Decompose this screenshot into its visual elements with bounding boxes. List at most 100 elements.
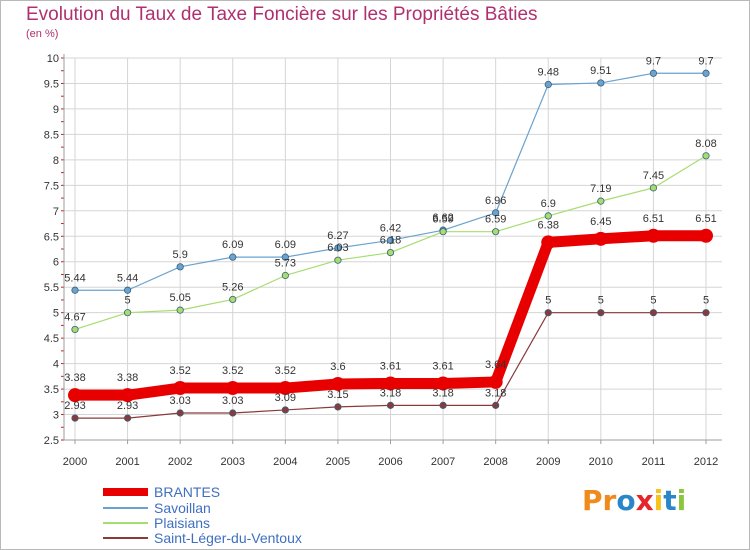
x-tick-label: 2008 (483, 456, 507, 468)
data-label: 7.45 (643, 170, 664, 182)
data-point (281, 406, 289, 414)
data-point (541, 235, 556, 250)
data-label: 6.18 (380, 235, 401, 247)
y-tick-label: 7.5 (44, 180, 59, 192)
data-label: 6.03 (327, 242, 348, 254)
data-label: 5.73 (275, 257, 296, 269)
data-label: 3.15 (327, 389, 348, 401)
x-tick-label: 2006 (378, 456, 402, 468)
data-point (702, 152, 710, 160)
data-label: 9.51 (590, 65, 611, 77)
data-label: 6.09 (275, 239, 296, 251)
data-point (176, 409, 184, 417)
data-point (597, 79, 605, 87)
x-tick-label: 2000 (63, 456, 87, 468)
data-point (123, 414, 132, 422)
data-point (334, 244, 342, 252)
y-tick-label: 6 (53, 257, 59, 269)
data-label: 6.9 (541, 198, 556, 210)
data-point (386, 248, 395, 257)
axes: 2.5 3 3.5 4 4.5 5 5.5 6 6.5 7 7.5 8 8.5 9 9.5 10 2000 200… (44, 53, 722, 468)
data-label: 6.96 (485, 195, 506, 207)
data-point (68, 388, 82, 403)
data-point (229, 253, 237, 261)
y-tick-label: 3 (53, 410, 59, 422)
data-label: 3.52 (222, 365, 243, 377)
x-tick-label: 2011 (642, 456, 666, 468)
data-label: 3.64 (485, 359, 506, 371)
data-point (649, 69, 658, 77)
data-label: 3.38 (64, 372, 85, 384)
data-label: 6.51 (695, 213, 716, 225)
data-label: 3.03 (222, 395, 243, 407)
data-label: 3.18 (432, 387, 453, 399)
logo-letter: o (616, 484, 636, 517)
series-lines (68, 69, 713, 422)
y-tick-label: 7 (53, 206, 59, 218)
data-point (646, 228, 661, 243)
data-point (123, 286, 132, 294)
y-tick-label: 9 (53, 104, 59, 116)
data-point (281, 253, 289, 261)
data-point (386, 401, 395, 409)
data-label: 3.52 (275, 365, 296, 377)
logo-letter: P (582, 484, 603, 517)
data-label: 6.27 (327, 230, 348, 242)
data-point (334, 403, 342, 411)
legend-label: BRANTES (154, 484, 220, 500)
data-point (383, 376, 398, 391)
data-point (71, 325, 79, 334)
data-label: 6.42 (380, 222, 401, 234)
data-label: 5 (545, 295, 551, 307)
x-tick-label: 2004 (273, 456, 297, 468)
proxiti-logo: Proxiti (582, 484, 686, 517)
legend-label: Savoillan (154, 500, 211, 516)
data-label: 6.45 (590, 216, 611, 228)
data-label: 6.62 (432, 212, 453, 224)
data-point (229, 295, 237, 304)
data-point (278, 381, 293, 396)
data-label: 3.52 (169, 365, 190, 377)
data-label: 5 (598, 295, 604, 307)
data-point (176, 306, 184, 314)
data-point (123, 309, 132, 317)
data-point (439, 228, 447, 236)
x-tick-label: 2009 (536, 456, 560, 468)
y-tick-label: 8.5 (44, 129, 59, 141)
data-label: 2.93 (64, 400, 85, 412)
data-labels: 3.38 3.38 3.52 3.52 3.52 3.6 3.61 3.61 3.64 6.38 6… (64, 55, 716, 412)
data-point (699, 228, 713, 243)
data-label: 6.09 (222, 239, 243, 251)
y-tick-label: 2.5 (44, 435, 59, 447)
data-label: 5 (703, 295, 709, 307)
data-label: 3.09 (275, 392, 296, 404)
data-label: 3.03 (169, 395, 190, 407)
x-tick-label: 2003 (221, 456, 245, 468)
data-label: 5 (650, 295, 656, 307)
data-label: 9.48 (538, 66, 559, 78)
y-tick-label: 3.5 (44, 384, 59, 396)
data-label: 3.38 (117, 372, 138, 384)
data-point (436, 376, 451, 391)
data-label: 5 (125, 295, 131, 307)
data-label: 3.61 (380, 360, 401, 372)
data-point (492, 401, 500, 409)
data-label: 9.7 (698, 55, 713, 67)
data-label: 4.67 (64, 311, 85, 323)
y-tick-label: 4 (53, 359, 59, 371)
data-label: 8.08 (695, 138, 716, 150)
y-tick-label: 8 (53, 155, 59, 167)
data-point (492, 209, 500, 217)
x-tick-label: 2005 (326, 456, 350, 468)
data-label: 7.19 (590, 183, 611, 195)
data-point (120, 388, 135, 403)
data-label: 6.38 (538, 219, 559, 231)
data-label: 5.05 (169, 292, 190, 304)
data-label: 6.59 (432, 214, 453, 226)
x-tick-label: 2002 (168, 456, 192, 468)
unit-label: (en %) (26, 28, 59, 40)
data-label: 6.59 (485, 214, 506, 226)
logo-letter: r (602, 484, 617, 517)
